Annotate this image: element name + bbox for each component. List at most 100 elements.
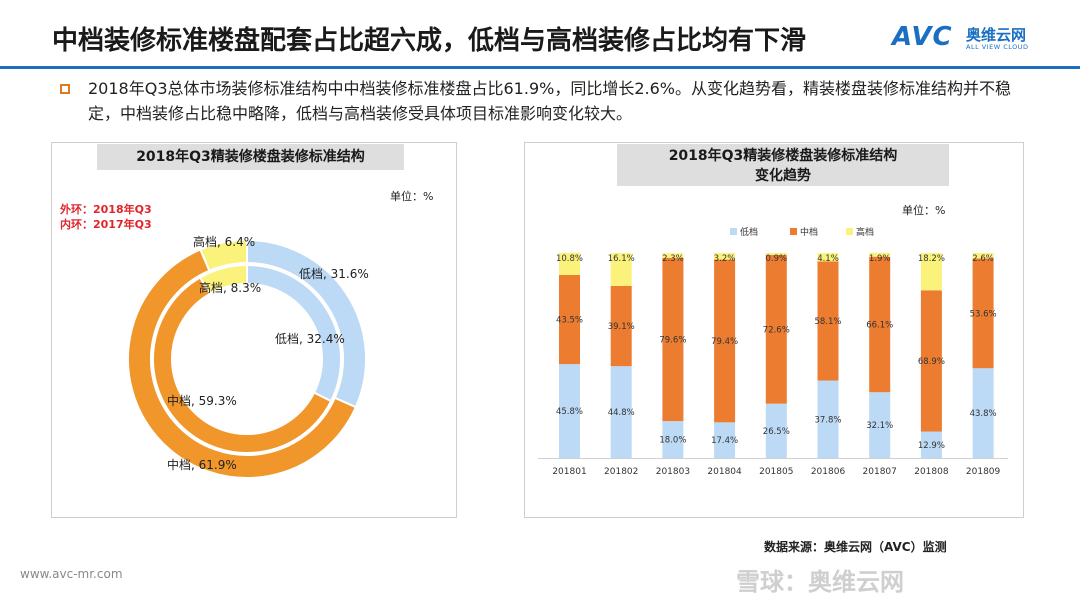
bar-label-201808-2: 18.2%: [918, 254, 945, 264]
inner-ring-slice-2: [198, 263, 248, 296]
outer-ring-slice-0: [246, 238, 367, 409]
bar-label-201801-1: 43.5%: [556, 316, 583, 326]
bar-label-201804-0: 17.4%: [711, 436, 738, 446]
bar-201803-0: [662, 421, 684, 458]
bar-201801-2: [559, 252, 580, 275]
bar-label-201802-2: 16.1%: [608, 254, 635, 264]
bar-201803-2: [662, 253, 684, 258]
bar-201809-2: [972, 253, 994, 259]
bar-201807-0: [869, 392, 891, 458]
avc-logo: AVC 奥维云网 ALL VIEW CLOUD: [892, 22, 1062, 56]
x-tick-201805: 201805: [759, 467, 793, 477]
bar-label-201805-0: 26.5%: [763, 427, 790, 437]
footer-url: www.avc-mr.com: [20, 567, 123, 581]
bar-label-201801-2: 10.8%: [556, 254, 583, 264]
bar-201801-0: [559, 364, 580, 458]
bar-201805-1: [765, 254, 787, 404]
bar-201805-2: [765, 253, 787, 255]
bar-201806-0: [817, 380, 839, 458]
bar-201802-0: [610, 366, 632, 458]
bar-201808-2: [920, 253, 942, 291]
bar-201806-2: [817, 253, 839, 262]
bar-label-201806-1: 58.1%: [814, 317, 841, 327]
outer-ring-slice-1: [127, 248, 358, 479]
x-tick-201809: 201809: [966, 467, 1001, 477]
bar-201806-1: [817, 261, 839, 381]
legend-label-2: 高档: [856, 226, 874, 238]
donut-chart-title: 2018年Q3精装修楼盘装修标准结构: [97, 144, 404, 170]
legend-label-1: 中档: [800, 226, 818, 238]
x-tick-201807: 201807: [863, 467, 897, 477]
bar-chart-title-line2: 变化趋势: [755, 168, 811, 184]
outer-slice-label-2: 高档, 6.4%: [193, 234, 255, 249]
bar-201804-0: [714, 422, 736, 458]
x-tick-201808: 201808: [914, 467, 949, 477]
inner-ring-note: 内环：2017年Q3: [60, 218, 152, 231]
inner-slice-label-2: 高档, 8.3%: [199, 280, 261, 295]
bar-label-201803-2: 2.3%: [662, 254, 684, 264]
x-tick-201803: 201803: [656, 467, 690, 477]
legend-swatch-0: [730, 228, 737, 235]
bar-label-201807-2: 1.9%: [869, 254, 891, 264]
bar-201804-1: [714, 259, 736, 423]
inner-slice-label-0: 低档, 32.4%: [275, 332, 345, 346]
bar-201801-1: [559, 274, 580, 365]
outer-ring-note: 外环：2018年Q3: [60, 203, 152, 216]
logo-name-en: ALL VIEW CLOUD: [966, 43, 1029, 51]
bar-label-201808-1: 68.9%: [918, 357, 945, 367]
x-tick-201806: 201806: [811, 467, 846, 477]
logo-mark: AVC: [892, 22, 953, 52]
bar-label-201804-1: 79.4%: [711, 337, 738, 347]
data-source: 数据来源：奥维云网（AVC）监测: [764, 540, 947, 554]
bar-unit-label: 单位：%: [902, 204, 946, 217]
inner-slice-label-1: 中档, 59.3%: [167, 393, 237, 408]
legend-swatch-2: [846, 228, 853, 235]
bar-label-201807-1: 66.1%: [866, 320, 893, 330]
outer-slice-label-0: 低档, 31.6%: [299, 267, 369, 281]
bar-201809-0: [972, 368, 994, 458]
donut-chart: 低档, 31.6% 中档, 61.9% 高档, 6.4% 低档, 32.4% 中档, 5…: [127, 234, 369, 479]
x-tick-201801: 201801: [552, 467, 586, 477]
page-title: 中档装修标准楼盘配套占比超六成，低档与高档装修占比均有下滑: [52, 26, 807, 56]
bar-201807-1: [869, 256, 891, 393]
bar-201808-1: [920, 290, 942, 432]
bar-201808-0: [920, 431, 942, 458]
header: 中档装修标准楼盘配套占比超六成，低档与高档装修占比均有下滑 AVC 奥维云网 A…: [0, 0, 1080, 72]
stacked-bar-chart: 低档 中档 高档 45.8% 43.5% 10.8% 201801 44.8% 39.1% 16.…: [538, 226, 1008, 477]
bar-label-201805-1: 72.6%: [763, 325, 790, 335]
bar-201804-2: [714, 253, 736, 260]
bar-label-201808-0: 12.9%: [918, 441, 945, 451]
legend-label-0: 低档: [740, 226, 758, 238]
bar-label-201802-1: 39.1%: [608, 322, 635, 332]
bar-label-201806-0: 37.8%: [814, 415, 841, 425]
inner-ring-slice-1: [152, 276, 333, 454]
bar-201805-0: [765, 403, 787, 458]
bar-label-201805-2: 0.9%: [765, 254, 787, 264]
outer-slice-label-1: 中档, 61.9%: [167, 457, 237, 472]
description-text: 2018年Q3总体市场装修标准结构中中档装修标准楼盘占比61.9%，同比增长2.…: [88, 79, 1011, 123]
x-tick-201802: 201802: [604, 467, 638, 477]
bar-chart-title-line1: 2018年Q3精装修楼盘装修标准结构: [668, 148, 898, 164]
bar-201802-2: [610, 253, 632, 287]
bar-label-201807-0: 32.1%: [866, 421, 893, 431]
donut-unit-label: 单位：%: [390, 190, 434, 203]
bullet-square-icon: [60, 84, 70, 94]
bar-label-201809-2: 2.6%: [972, 254, 994, 264]
bar-label-201802-0: 44.8%: [608, 408, 635, 418]
bar-label-201809-0: 43.8%: [970, 409, 997, 419]
logo-name-cn: 奥维云网: [966, 26, 1027, 44]
bar-label-201803-1: 79.6%: [659, 336, 686, 346]
bar-chart-title: 2018年Q3精装修楼盘装修标准结构 变化趋势: [617, 144, 949, 186]
bar-201803-1: [662, 257, 684, 422]
bar-201809-1: [972, 258, 994, 369]
bar-label-201803-0: 18.0%: [659, 436, 686, 446]
xueqiu-watermark: 雪球：奥维云网: [736, 568, 904, 596]
outer-ring-slice-2: [199, 238, 248, 272]
x-tick-201804: 201804: [707, 467, 742, 477]
bar-201807-2: [869, 252, 891, 257]
bar-label-201806-2: 4.1%: [817, 254, 839, 264]
bar-label-201809-1: 53.6%: [970, 309, 997, 319]
bar-label-201804-2: 3.2%: [714, 254, 736, 264]
header-divider: [0, 66, 1080, 69]
legend-swatch-1: [790, 228, 797, 235]
